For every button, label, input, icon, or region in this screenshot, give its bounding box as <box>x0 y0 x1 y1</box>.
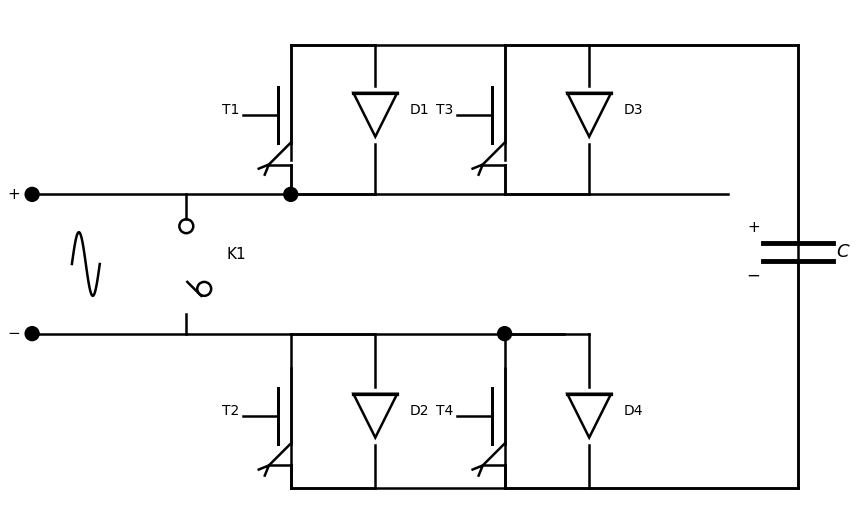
Text: K1: K1 <box>226 247 245 261</box>
Text: D4: D4 <box>624 404 643 418</box>
Circle shape <box>498 327 512 341</box>
Circle shape <box>25 327 39 341</box>
Text: T4: T4 <box>436 404 453 418</box>
Circle shape <box>25 187 39 202</box>
Text: T1: T1 <box>222 103 240 117</box>
Text: C: C <box>837 243 849 261</box>
Text: D3: D3 <box>624 103 643 117</box>
Circle shape <box>284 187 297 202</box>
Text: −: − <box>8 326 21 341</box>
Text: T3: T3 <box>436 103 453 117</box>
Text: D1: D1 <box>410 103 430 117</box>
Text: −: − <box>746 267 760 285</box>
Text: +: + <box>747 220 759 235</box>
Text: +: + <box>8 187 21 202</box>
Text: D2: D2 <box>410 404 430 418</box>
Text: T2: T2 <box>223 404 239 418</box>
